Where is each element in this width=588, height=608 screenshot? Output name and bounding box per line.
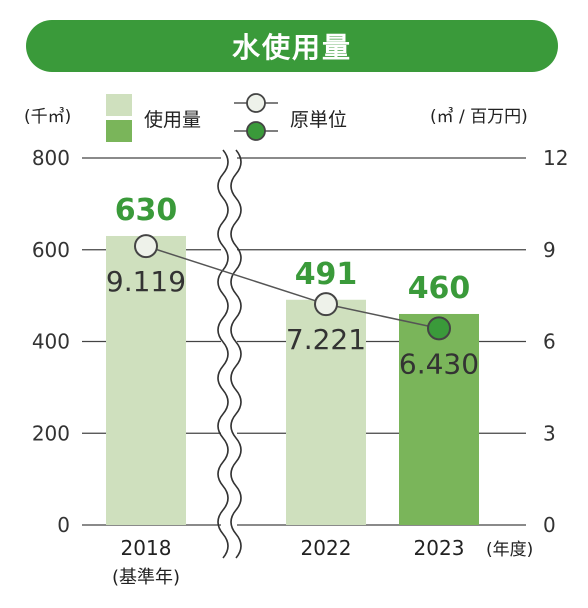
data-labels: 630 491 460 9.119 7.221 6.430 xyxy=(106,193,479,380)
ratio-series xyxy=(134,234,451,341)
bar-2022 xyxy=(286,299,366,525)
ratio-value-label: 7.221 xyxy=(286,323,366,356)
axis-break-gap xyxy=(221,148,237,550)
x-category-label: 2018 xyxy=(121,536,172,560)
bar-2018 xyxy=(106,235,186,526)
right-tick-label: 6 xyxy=(543,330,556,354)
left-tick-label: 200 xyxy=(32,421,70,445)
ratio-value-label: 9.119 xyxy=(106,265,186,298)
left-axis-unit: (千㎥) xyxy=(24,107,71,127)
x-axis-unit: (年度) xyxy=(486,540,533,560)
bar-value-label: 630 xyxy=(115,193,178,228)
right-tick-label: 3 xyxy=(543,421,556,445)
legend-label-ratio: 原単位 xyxy=(290,109,347,131)
right-axis-unit: (㎥ / 百万円) xyxy=(430,107,528,127)
ratio-point-2023 xyxy=(427,316,451,341)
ratio-value-label: 6.430 xyxy=(399,347,479,380)
right-tick-label: 9 xyxy=(543,238,556,262)
right-tick-label: 12 xyxy=(543,146,568,170)
chart-title: 水使用量 xyxy=(231,31,352,64)
legend-swatch-dark xyxy=(106,120,132,142)
chart-title-banner: 水使用量 xyxy=(26,20,558,72)
left-tick-label: 800 xyxy=(32,146,70,170)
bar-value-label: 460 xyxy=(408,271,471,306)
right-tick-label: 0 xyxy=(543,513,556,537)
bar-value-label: 491 xyxy=(295,257,358,292)
axis-break xyxy=(217,148,242,559)
ratio-point-2022 xyxy=(314,292,338,317)
x-category-note: (基準年) xyxy=(112,567,180,588)
ratio-point-2018 xyxy=(134,234,158,259)
x-category-label: 2022 xyxy=(301,536,352,560)
axis-break-line xyxy=(217,149,229,559)
left-tick-label: 0 xyxy=(57,513,70,537)
legend: 使用量 原単位 xyxy=(106,93,347,142)
left-tick-label: 400 xyxy=(32,330,70,354)
axis-break-line xyxy=(230,149,242,559)
bar-2023 xyxy=(399,313,479,525)
legend-label-usage: 使用量 xyxy=(144,109,201,131)
legend-marker-light xyxy=(246,93,266,113)
legend-marker-dark xyxy=(246,121,266,141)
tick-labels: 0 200 400 600 800 0 3 6 9 12 2018 (基準年) 2022 2023 (年度) xyxy=(32,146,569,588)
legend-swatch-light xyxy=(106,94,132,116)
bars xyxy=(106,235,479,526)
left-tick-label: 600 xyxy=(32,238,70,262)
x-category-label: 2023 xyxy=(414,536,465,560)
